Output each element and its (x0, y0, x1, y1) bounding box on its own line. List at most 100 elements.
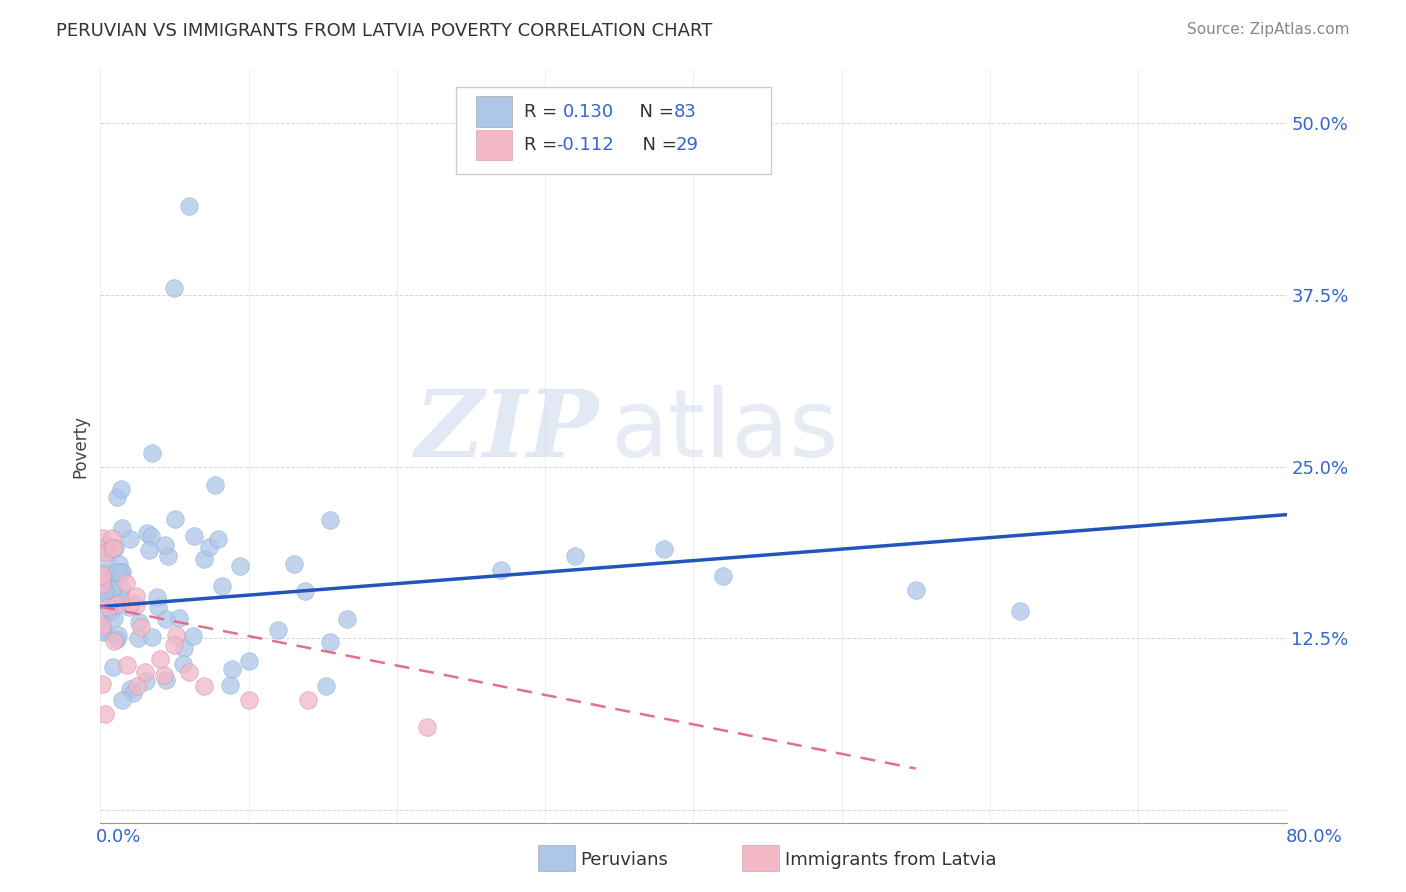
Text: Source: ZipAtlas.com: Source: ZipAtlas.com (1187, 22, 1350, 37)
Y-axis label: Poverty: Poverty (72, 415, 89, 477)
Point (193, 552, 215, 566)
Point (141, 446, 163, 460)
Point (179, 665, 201, 680)
Point (115, 575, 138, 590)
Point (336, 612, 359, 626)
Point (120, 596, 142, 610)
Text: R =: R = (524, 136, 562, 153)
Point (1008, 604, 1031, 618)
Point (97, 600, 120, 615)
Text: Peruvians: Peruvians (581, 851, 669, 869)
Point (146, 591, 169, 605)
Point (135, 673, 157, 688)
Point (111, 593, 134, 607)
Point (229, 559, 252, 574)
Text: Immigrants from Latvia: Immigrants from Latvia (785, 851, 995, 869)
Point (163, 638, 186, 652)
Text: 0.0%: 0.0% (96, 828, 141, 846)
Text: N =: N = (628, 103, 679, 120)
Point (96, 550, 118, 565)
Point (96, 539, 118, 553)
Point (93, 540, 115, 554)
Text: atlas: atlas (610, 385, 839, 477)
Point (904, 583, 927, 598)
Point (101, 660, 124, 674)
Point (163, 281, 186, 295)
Text: 0.130: 0.130 (562, 103, 614, 120)
Point (91, 531, 114, 545)
Point (149, 652, 172, 666)
Point (94, 566, 117, 580)
Point (110, 482, 132, 496)
Point (96, 577, 118, 591)
Text: 80.0%: 80.0% (1286, 828, 1343, 846)
Point (101, 583, 124, 598)
Point (146, 599, 169, 614)
Point (111, 566, 134, 580)
Point (105, 632, 128, 646)
Point (101, 541, 124, 555)
Point (104, 541, 127, 556)
FancyBboxPatch shape (477, 96, 512, 127)
Point (94, 585, 117, 599)
Point (103, 611, 125, 625)
Point (173, 640, 195, 655)
Point (193, 679, 215, 693)
Point (107, 628, 129, 642)
Point (221, 662, 243, 676)
Text: ZIP: ZIP (415, 386, 599, 476)
Point (135, 525, 157, 540)
FancyBboxPatch shape (456, 87, 770, 174)
Point (711, 569, 734, 583)
Point (94, 706, 117, 721)
Point (181, 629, 204, 643)
Point (172, 657, 194, 672)
Point (101, 594, 124, 608)
Text: R =: R = (524, 103, 568, 120)
Point (118, 681, 141, 696)
Point (90, 577, 112, 591)
Point (319, 635, 342, 649)
Point (283, 557, 305, 571)
Point (91, 608, 114, 623)
Point (167, 611, 190, 625)
Point (238, 693, 260, 707)
Point (198, 541, 221, 555)
Point (489, 562, 512, 576)
Point (108, 558, 131, 572)
Point (111, 521, 134, 535)
Point (652, 541, 675, 556)
Point (218, 678, 240, 692)
Point (294, 584, 316, 599)
Point (141, 529, 163, 543)
Point (110, 580, 132, 594)
Point (110, 565, 132, 579)
Point (91, 571, 114, 585)
Point (91, 585, 114, 599)
Point (153, 538, 176, 552)
Text: PERUVIAN VS IMMIGRANTS FROM LATVIA POVERTY CORRELATION CHART: PERUVIAN VS IMMIGRANTS FROM LATVIA POVER… (56, 22, 713, 40)
Point (319, 513, 342, 527)
Point (155, 673, 177, 688)
Point (103, 598, 125, 612)
Point (103, 572, 125, 586)
Point (90, 618, 112, 632)
FancyBboxPatch shape (477, 129, 512, 160)
Point (128, 615, 150, 629)
Point (91, 582, 114, 596)
Point (91, 568, 114, 582)
Point (125, 589, 148, 603)
Point (91, 624, 114, 639)
Point (107, 597, 129, 611)
Point (122, 686, 145, 700)
Point (238, 654, 260, 668)
Point (118, 599, 141, 614)
Point (267, 624, 290, 638)
Point (297, 693, 319, 707)
Point (100, 582, 122, 597)
Text: -0.112: -0.112 (555, 136, 613, 153)
Point (103, 633, 125, 648)
Point (127, 679, 149, 693)
Point (96, 545, 118, 559)
Point (156, 549, 179, 563)
